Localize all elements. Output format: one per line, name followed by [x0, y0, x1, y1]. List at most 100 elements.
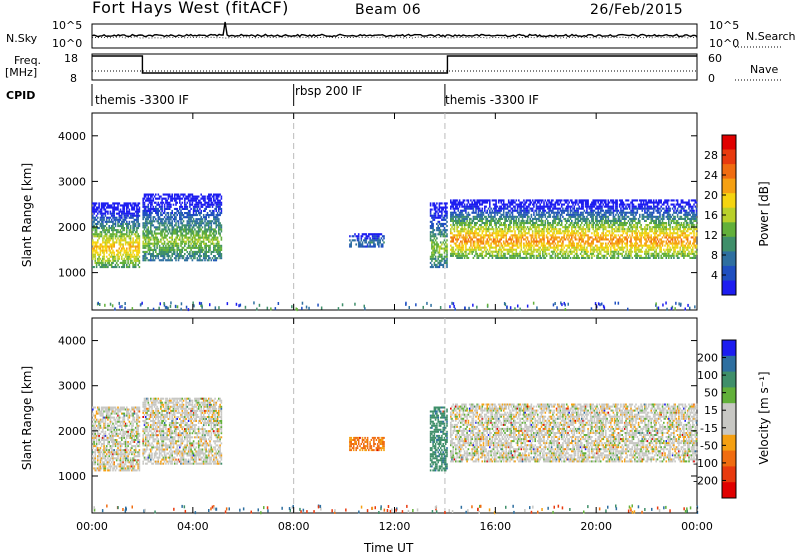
scatter-cell: [487, 249, 489, 251]
scatter-cell: [164, 257, 166, 259]
scatter-cell: [592, 220, 594, 222]
scatter-cell: [379, 241, 381, 243]
scatter-cell: [216, 230, 218, 232]
scatter-cell: [469, 253, 471, 255]
scatter-cell: [154, 220, 156, 222]
scatter-cell: [107, 213, 109, 215]
scatter-cell: [475, 236, 477, 238]
scatter-cell: [474, 245, 476, 247]
scatter-cell: [485, 232, 487, 234]
scatter-cell: [459, 245, 461, 247]
scatter-cell: [507, 232, 509, 234]
scatter-cell: [542, 220, 544, 222]
scatter-cell: [113, 252, 115, 254]
scatter-cell: [543, 212, 545, 214]
scatter-cell: [446, 256, 448, 258]
scatter-cell: [432, 223, 434, 225]
scatter-cell: [521, 241, 523, 243]
scatter-cell: [495, 243, 497, 245]
scatter-cell: [610, 222, 612, 224]
scatter-cell: [468, 202, 470, 204]
scatter-cell: [589, 230, 591, 232]
scatter-cell: [531, 257, 533, 259]
scatter-cell: [214, 235, 216, 237]
scatter-cell: [205, 216, 207, 218]
scatter-cell: [132, 217, 134, 219]
scatter-cell: [476, 218, 478, 220]
scatter-cell: [561, 247, 563, 249]
scatter-cell: [199, 200, 201, 202]
scatter-cell: [463, 247, 465, 249]
scatter-cell: [434, 237, 436, 239]
scatter-cell: [518, 220, 520, 222]
scatter-cell: [567, 253, 569, 255]
scatter-cell: [445, 241, 447, 243]
scatter-cell: [526, 241, 528, 243]
scatter-cell: [221, 245, 223, 247]
scatter-cell: [503, 212, 505, 214]
scatter-cell: [548, 228, 550, 230]
scatter-cell: [444, 233, 446, 235]
scatter-cell: [161, 204, 163, 206]
scatter-cell: [495, 218, 497, 220]
scatter-cell: [174, 249, 176, 251]
scatter-cell: [145, 259, 147, 261]
scatter-cell: [100, 254, 102, 256]
scatter-cell: [485, 206, 487, 208]
scatter-cell: [166, 235, 168, 237]
scatter-cell: [203, 249, 205, 251]
scatter-cell: [113, 254, 115, 256]
scatter-cell: [96, 250, 98, 252]
scatter-cell: [171, 259, 173, 261]
scatter-cell: [437, 225, 439, 227]
scatter-cell: [577, 218, 579, 220]
scatter-cell: [463, 234, 465, 236]
scatter-cell: [527, 220, 529, 222]
scatter-cell: [474, 243, 476, 245]
scatter-cell: [488, 257, 490, 259]
scatter-cell: [552, 257, 554, 259]
scatter-cell: [92, 243, 94, 245]
scatter-cell: [119, 266, 121, 268]
scatter-cell: [499, 247, 501, 249]
scatter-cell: [199, 239, 201, 241]
scatter-cell: [155, 235, 157, 237]
scatter-cell: [461, 241, 463, 243]
scatter-cell: [208, 202, 210, 204]
scatter-cell: [197, 257, 199, 259]
scatter-cell: [523, 247, 525, 249]
scatter-cell: [187, 202, 189, 204]
scatter-cell: [432, 225, 434, 227]
scatter-cell: [211, 235, 213, 237]
scatter-cell: [586, 208, 588, 210]
scatter-cell: [441, 211, 443, 213]
scatter-cell: [565, 218, 567, 220]
scatter-cell: [514, 206, 516, 208]
scatter-cell: [480, 238, 482, 240]
scatter-cell: [557, 243, 559, 245]
scatter-cell: [103, 256, 105, 258]
scatter-cell: [551, 255, 553, 257]
scatter-cell: [355, 243, 357, 245]
scatter-cell: [204, 226, 206, 228]
scatter-cell: [150, 206, 152, 208]
scatter-cell: [500, 202, 502, 204]
scatter-cell: [361, 239, 363, 241]
scatter-cell: [482, 208, 484, 210]
scatter-cell: [158, 212, 160, 214]
scatter-cell: [378, 237, 380, 239]
scatter-cell: [139, 243, 141, 245]
scatter-cell: [182, 251, 184, 253]
scatter-cell: [183, 196, 185, 198]
scatter-cell: [101, 233, 103, 235]
scatter-cell: [507, 220, 509, 222]
scatter-cell: [555, 222, 557, 224]
scatter-cell: [214, 255, 216, 257]
scatter-cell: [557, 255, 559, 257]
scatter-cell: [512, 214, 514, 216]
scatter-cell: [562, 249, 564, 251]
scatter-cell: [113, 211, 115, 213]
scatter-cell: [160, 239, 162, 241]
scatter-cell: [112, 231, 114, 233]
scatter-cell: [533, 243, 535, 245]
